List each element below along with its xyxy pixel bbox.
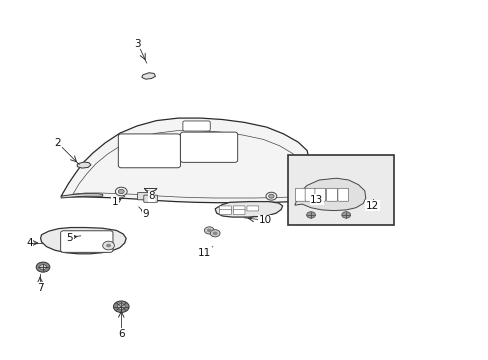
- Polygon shape: [215, 202, 282, 217]
- Circle shape: [210, 230, 220, 237]
- Circle shape: [212, 231, 217, 235]
- FancyBboxPatch shape: [326, 188, 337, 201]
- Text: 8: 8: [148, 191, 155, 201]
- Circle shape: [204, 227, 214, 234]
- FancyBboxPatch shape: [137, 193, 151, 200]
- FancyBboxPatch shape: [337, 188, 348, 201]
- Circle shape: [118, 189, 124, 194]
- Text: 9: 9: [142, 209, 149, 219]
- Circle shape: [117, 304, 125, 310]
- Polygon shape: [41, 228, 126, 254]
- Circle shape: [40, 265, 46, 270]
- FancyBboxPatch shape: [314, 188, 325, 201]
- FancyBboxPatch shape: [183, 121, 210, 131]
- FancyBboxPatch shape: [305, 188, 315, 201]
- FancyBboxPatch shape: [118, 134, 180, 168]
- FancyBboxPatch shape: [180, 132, 237, 162]
- FancyBboxPatch shape: [143, 195, 157, 202]
- Circle shape: [102, 241, 114, 250]
- Text: 1: 1: [111, 197, 118, 207]
- Polygon shape: [294, 178, 365, 211]
- Polygon shape: [77, 162, 91, 168]
- FancyBboxPatch shape: [246, 206, 258, 211]
- Circle shape: [115, 187, 127, 196]
- Circle shape: [306, 212, 315, 218]
- Text: 13: 13: [309, 195, 323, 205]
- FancyBboxPatch shape: [219, 210, 231, 215]
- Text: 12: 12: [365, 201, 379, 211]
- Circle shape: [268, 194, 273, 198]
- Polygon shape: [61, 118, 326, 203]
- FancyBboxPatch shape: [61, 231, 113, 252]
- Text: 4: 4: [26, 238, 33, 248]
- FancyBboxPatch shape: [295, 188, 305, 201]
- Text: 11: 11: [197, 248, 211, 258]
- Text: 5: 5: [66, 233, 73, 243]
- Circle shape: [265, 192, 276, 200]
- Text: 6: 6: [118, 329, 124, 339]
- Circle shape: [36, 262, 50, 272]
- Text: 3: 3: [134, 39, 141, 49]
- Text: 7: 7: [37, 283, 43, 293]
- Text: 2: 2: [54, 138, 61, 148]
- FancyBboxPatch shape: [233, 210, 244, 215]
- Circle shape: [113, 301, 129, 312]
- Circle shape: [341, 212, 350, 218]
- Text: 10: 10: [258, 215, 271, 225]
- Circle shape: [106, 244, 111, 247]
- Polygon shape: [142, 73, 155, 79]
- FancyBboxPatch shape: [219, 206, 231, 211]
- Circle shape: [206, 229, 211, 232]
- Bar: [287, 155, 393, 225]
- FancyBboxPatch shape: [233, 206, 244, 211]
- Polygon shape: [61, 194, 102, 198]
